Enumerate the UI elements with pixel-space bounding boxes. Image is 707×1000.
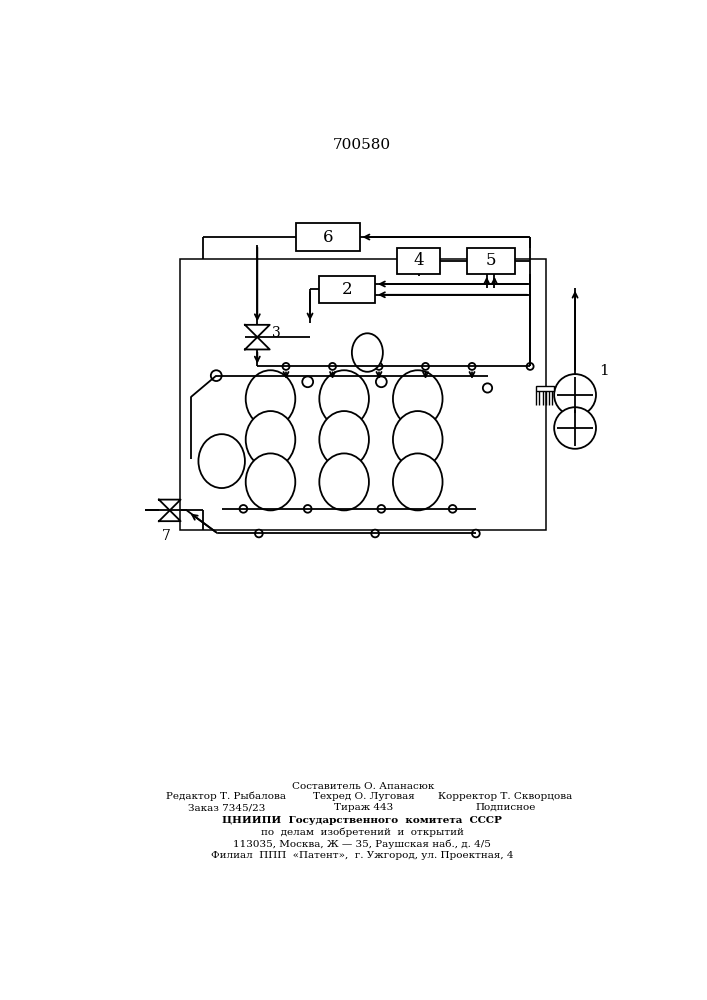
Text: 7: 7 [162,529,171,543]
Bar [296,223,360,251]
Text: Корректор Т. Скворцова: Корректор Т. Скворцова [438,792,573,801]
Ellipse shape [246,411,296,468]
Circle shape [378,505,385,513]
Text: 700580: 700580 [333,138,391,152]
Circle shape [422,363,429,370]
Text: Заказ 7345/23: Заказ 7345/23 [187,803,265,812]
Text: 4: 4 [413,252,423,269]
Circle shape [283,363,289,370]
Text: 3: 3 [272,326,281,340]
Text: по  делам  изобретений  и  открытий: по делам изобретений и открытий [260,828,463,837]
Circle shape [472,530,480,537]
Ellipse shape [246,370,296,427]
Ellipse shape [393,453,443,510]
Ellipse shape [320,453,369,510]
Circle shape [329,363,336,370]
Text: Редактор Т. Рыбалова: Редактор Т. Рыбалова [166,791,286,801]
Bar [397,248,440,274]
Bar [467,248,515,274]
Ellipse shape [320,411,369,468]
Circle shape [483,383,492,393]
Bar [535,386,554,391]
Text: Составитель О. Апанасюк: Составитель О. Апанасюк [292,782,435,791]
Circle shape [527,363,534,370]
Circle shape [375,363,382,370]
Ellipse shape [352,333,383,372]
Ellipse shape [320,370,369,427]
Text: Тираж 443: Тираж 443 [334,803,393,812]
Bar [180,259,546,530]
Circle shape [469,363,476,370]
Circle shape [255,530,263,537]
Circle shape [554,374,596,416]
Text: Подписное: Подписное [475,803,535,812]
Ellipse shape [393,370,443,427]
Bar [320,276,375,303]
Circle shape [376,376,387,387]
Text: 1: 1 [599,364,609,378]
Circle shape [449,505,457,513]
Text: ЦНИИПИ  Государственного  комитета  СССР: ЦНИИПИ Государственного комитета СССР [222,816,502,825]
Ellipse shape [246,453,296,510]
Text: 5: 5 [485,252,496,269]
Text: 6: 6 [322,229,333,246]
Text: 113035, Москва, Ж — 35, Раушская наб., д. 4/5: 113035, Москва, Ж — 35, Раушская наб., д… [233,839,491,849]
Text: 2: 2 [342,281,353,298]
Circle shape [371,530,379,537]
Ellipse shape [199,434,245,488]
Circle shape [304,505,312,513]
Circle shape [240,505,247,513]
Circle shape [554,407,596,449]
Ellipse shape [393,411,443,468]
Circle shape [211,370,222,381]
Circle shape [303,376,313,387]
Text: Техред О. Луговая: Техред О. Луговая [312,792,414,801]
Text: Филиал  ППП  «Патент»,  г. Ужгород, ул. Проектная, 4: Филиал ППП «Патент», г. Ужгород, ул. Про… [211,851,513,860]
